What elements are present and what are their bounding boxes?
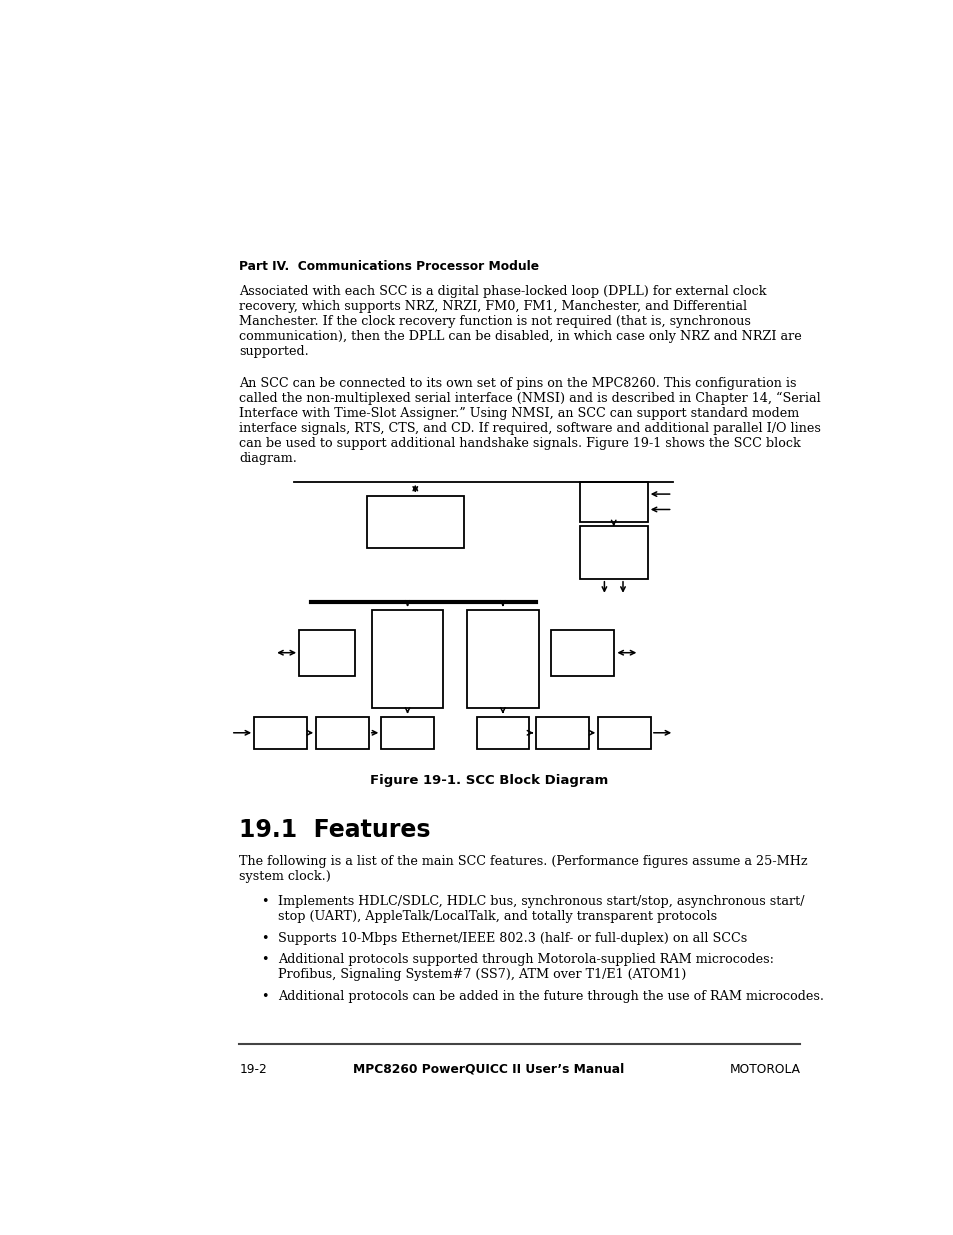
Text: stop (UART), AppleTalk/LocalTalk, and totally transparent protocols: stop (UART), AppleTalk/LocalTalk, and to… [278, 909, 717, 923]
Text: Additional protocols can be added in the future through the use of RAM microcode: Additional protocols can be added in the… [278, 990, 823, 1003]
Text: •: • [261, 953, 269, 967]
Bar [579, 482, 647, 522]
Bar [476, 716, 529, 748]
Text: recovery, which supports NRZ, NRZI, FM0, FM1, Manchester, and Differential: recovery, which supports NRZ, NRZI, FM0,… [239, 300, 747, 312]
Text: An SCC can be connected to its own set of pins on the MPC8260. This configuratio: An SCC can be connected to its own set o… [239, 377, 796, 390]
Text: Part IV.  Communications Processor Module: Part IV. Communications Processor Module [239, 259, 539, 273]
Bar [536, 716, 588, 748]
Bar [298, 630, 355, 676]
Text: Associated with each SCC is a digital phase-locked loop (DPLL) for external cloc: Associated with each SCC is a digital ph… [239, 285, 766, 298]
Text: MPC8260 PowerQUICC II User’s Manual: MPC8260 PowerQUICC II User’s Manual [353, 1063, 624, 1076]
Bar [367, 495, 463, 548]
Text: MOTOROLA: MOTOROLA [729, 1063, 800, 1076]
Text: Manchester. If the clock recovery function is not required (that is, synchronous: Manchester. If the clock recovery functi… [239, 315, 750, 329]
Bar [372, 610, 443, 708]
Text: •: • [261, 894, 269, 908]
Text: Interface with Time-Slot Assigner.” Using NMSI, an SCC can support standard mode: Interface with Time-Slot Assigner.” Usin… [239, 408, 799, 420]
Text: system clock.): system clock.) [239, 871, 331, 883]
Bar [598, 716, 650, 748]
Text: interface signals, RTS, CTS, and CD. If required, software and additional parall: interface signals, RTS, CTS, and CD. If … [239, 422, 821, 435]
Text: Additional protocols supported through Motorola-supplied RAM microcodes:: Additional protocols supported through M… [278, 953, 773, 967]
Text: diagram.: diagram. [239, 452, 297, 466]
Text: Implements HDLC/SDLC, HDLC bus, synchronous start/stop, asynchronous start/: Implements HDLC/SDLC, HDLC bus, synchron… [278, 894, 803, 908]
Text: •: • [261, 931, 269, 945]
Text: can be used to support additional handshake signals. Figure 19-1 shows the SCC b: can be used to support additional handsh… [239, 437, 801, 450]
Text: supported.: supported. [239, 345, 309, 358]
Bar [253, 716, 307, 748]
Text: 19.1  Features: 19.1 Features [239, 819, 431, 842]
Bar [550, 630, 614, 676]
Text: •: • [261, 990, 269, 1003]
Bar [579, 526, 647, 579]
Text: 19-2: 19-2 [239, 1063, 267, 1076]
Bar [467, 610, 537, 708]
Text: communication), then the DPLL can be disabled, in which case only NRZ and NRZI a: communication), then the DPLL can be dis… [239, 330, 801, 343]
Text: Supports 10-Mbps Ethernet/IEEE 802.3 (half- or full-duplex) on all SCCs: Supports 10-Mbps Ethernet/IEEE 802.3 (ha… [278, 931, 746, 945]
Text: Profibus, Signaling System#7 (SS7), ATM over T1/E1 (ATOM1): Profibus, Signaling System#7 (SS7), ATM … [278, 968, 686, 982]
Bar [381, 716, 434, 748]
Text: Figure 19-1. SCC Block Diagram: Figure 19-1. SCC Block Diagram [370, 773, 607, 787]
Text: The following is a list of the main SCC features. (Performance figures assume a : The following is a list of the main SCC … [239, 855, 807, 868]
Text: called the non-multiplexed serial interface (NMSI) and is described in Chapter 1: called the non-multiplexed serial interf… [239, 391, 821, 405]
Bar [315, 716, 369, 748]
